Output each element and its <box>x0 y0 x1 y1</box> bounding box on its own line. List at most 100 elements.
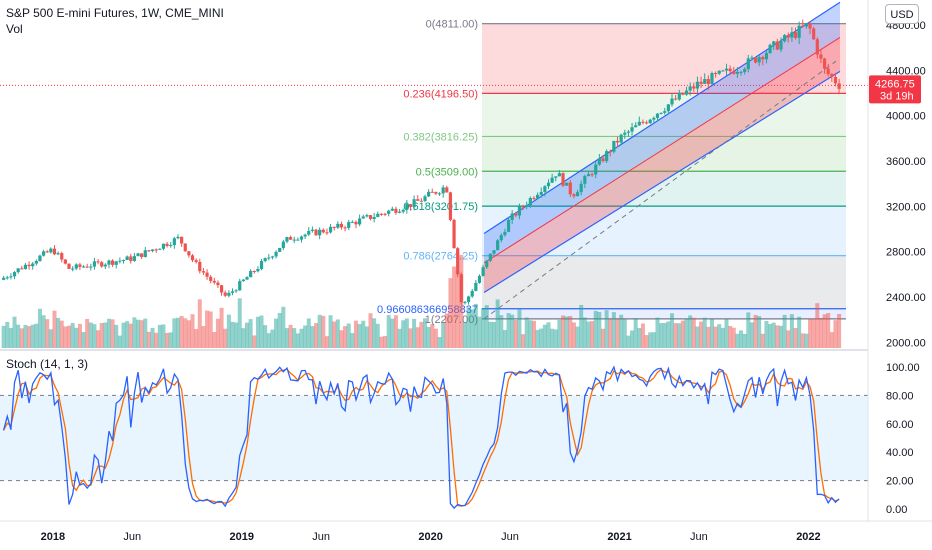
candle-body[interactable] <box>169 245 173 247</box>
stoch-k-line[interactable] <box>2 365 840 510</box>
candle-body[interactable] <box>390 208 394 211</box>
candle-body[interactable] <box>815 39 819 55</box>
candle-body[interactable] <box>60 253 64 260</box>
candle-body[interactable] <box>190 255 195 261</box>
candle-body[interactable] <box>318 229 322 236</box>
candle-body[interactable] <box>779 41 783 50</box>
candle-body[interactable] <box>688 86 692 91</box>
candle-body[interactable] <box>140 253 144 257</box>
candle-body[interactable] <box>41 251 46 256</box>
candle-body[interactable] <box>325 232 329 234</box>
candle-body[interactable] <box>198 261 202 272</box>
candle-body[interactable] <box>209 276 213 281</box>
candle-body[interactable] <box>132 256 137 261</box>
volume-label[interactable]: Vol <box>6 22 23 36</box>
candle-body[interactable] <box>724 68 729 71</box>
candle-body[interactable] <box>703 79 707 84</box>
candle-body[interactable] <box>623 132 627 135</box>
candle-body[interactable] <box>165 243 169 246</box>
trend-line[interactable] <box>483 60 837 320</box>
candle-body[interactable] <box>681 92 685 95</box>
candle-body[interactable] <box>187 251 191 256</box>
candle-body[interactable] <box>161 243 166 249</box>
candle-body[interactable] <box>568 182 572 195</box>
candle-body[interactable] <box>154 249 158 251</box>
candle-body[interactable] <box>456 248 460 275</box>
candle-body[interactable] <box>150 249 155 251</box>
candle-body[interactable] <box>666 104 670 112</box>
candle-body[interactable] <box>20 268 24 270</box>
candle-body[interactable] <box>27 264 31 267</box>
candle-body[interactable] <box>630 127 634 132</box>
candle-body[interactable] <box>180 236 184 244</box>
candle-body[interactable] <box>430 191 434 193</box>
candle-body[interactable] <box>506 219 511 232</box>
candle-body[interactable] <box>641 121 645 123</box>
candle-body[interactable] <box>147 250 151 252</box>
candle-body[interactable] <box>81 266 86 268</box>
candle-body[interactable] <box>23 264 28 270</box>
candle-body[interactable] <box>837 83 841 89</box>
candle-body[interactable] <box>710 73 714 85</box>
candle-body[interactable] <box>753 57 758 63</box>
candle-body[interactable] <box>459 274 463 303</box>
candle-body[interactable] <box>172 238 176 246</box>
candle-body[interactable] <box>205 272 209 277</box>
candle-body[interactable] <box>532 198 536 200</box>
candle-body[interactable] <box>790 32 794 38</box>
candle-body[interactable] <box>477 275 482 283</box>
candle-body[interactable] <box>717 70 721 74</box>
candle-body[interactable] <box>554 176 558 178</box>
candle-body[interactable] <box>85 266 89 268</box>
candle-body[interactable] <box>525 205 529 207</box>
candle-body[interactable] <box>634 125 638 128</box>
candle-body[interactable] <box>303 234 307 237</box>
candle-body[interactable] <box>543 186 547 192</box>
candle-body[interactable] <box>299 236 304 240</box>
candle-body[interactable] <box>539 191 543 195</box>
candle-body[interactable] <box>499 235 503 241</box>
candle-body[interactable] <box>387 210 391 214</box>
candle-body[interactable] <box>347 222 351 228</box>
candle-body[interactable] <box>270 256 275 258</box>
candle-body[interactable] <box>583 176 587 184</box>
candle-body[interactable] <box>819 54 823 59</box>
candle-body[interactable] <box>793 32 798 38</box>
candle-body[interactable] <box>594 164 598 175</box>
candle-body[interactable] <box>416 199 420 201</box>
candle-body[interactable] <box>176 236 180 239</box>
stoch-pane[interactable] <box>0 365 868 510</box>
candle-body[interactable] <box>394 208 398 213</box>
candle-body[interactable] <box>158 248 162 250</box>
candle-body[interactable] <box>826 68 830 75</box>
candle-body[interactable] <box>281 241 285 248</box>
price-badge[interactable] <box>869 75 921 104</box>
candle-body[interactable] <box>234 290 238 292</box>
candle-body[interactable] <box>278 247 282 252</box>
candle-body[interactable] <box>114 261 118 265</box>
candle-body[interactable] <box>619 134 623 143</box>
candle-body[interactable] <box>143 250 147 257</box>
candle-body[interactable] <box>608 151 612 153</box>
candle-body[interactable] <box>663 111 667 113</box>
candle-body[interactable] <box>259 261 264 269</box>
candle-body[interactable] <box>12 272 17 277</box>
candle-body[interactable] <box>427 191 431 197</box>
candle-body[interactable] <box>644 122 649 124</box>
candle-body[interactable] <box>361 216 365 219</box>
candle-body[interactable] <box>768 44 772 54</box>
candle-body[interactable] <box>249 270 253 278</box>
candle-body[interactable] <box>546 182 551 187</box>
candle-body[interactable] <box>452 219 456 249</box>
candle-body[interactable] <box>801 25 805 27</box>
candle-body[interactable] <box>481 267 485 276</box>
candle-body[interactable] <box>699 81 703 84</box>
candle-body[interactable] <box>743 69 747 72</box>
candle-body[interactable] <box>336 223 340 228</box>
candle-body[interactable] <box>735 71 739 74</box>
channel-midline[interactable] <box>483 36 841 264</box>
candle-body[interactable] <box>732 71 736 74</box>
candle-body[interactable] <box>67 263 71 269</box>
candle-body[interactable] <box>419 200 423 202</box>
